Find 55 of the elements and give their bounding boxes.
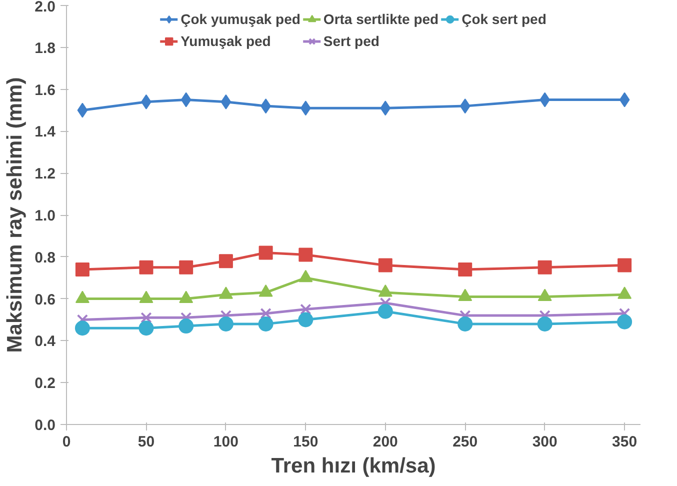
x-tick-label: 0: [62, 434, 71, 450]
point: [458, 316, 473, 332]
point: [618, 258, 632, 272]
point: [180, 92, 192, 108]
point: [220, 94, 232, 110]
point: [619, 92, 630, 108]
point: [140, 312, 152, 324]
x-tick-label: 250: [452, 434, 478, 450]
y-tick-label: 0.2: [34, 375, 56, 392]
x-tick-label: 200: [372, 434, 398, 450]
y-tick-label: 1.8: [34, 40, 56, 57]
x-tick-label: 300: [532, 434, 558, 450]
point: [378, 258, 392, 272]
point: [258, 246, 273, 260]
legend-label: Sert ped: [323, 33, 380, 49]
legend-label: Orta sertlikte ped: [323, 11, 439, 27]
point: [139, 260, 154, 274]
point: [538, 260, 552, 274]
y-axis-title: Maksimum ray sehimi (mm): [4, 77, 27, 353]
x-tick-label: 50: [138, 434, 155, 450]
point: [380, 100, 391, 116]
point: [378, 304, 393, 319]
point: [260, 308, 272, 320]
y-tick-label: 1.0: [34, 208, 56, 224]
legend-label: Çok sert ped: [462, 11, 546, 27]
x-axis-title: Tren hızı (km/sa): [271, 454, 436, 478]
point: [218, 316, 234, 332]
y-tick-label: 2.0: [34, 0, 56, 16]
point: [77, 102, 88, 118]
x-tick-label: 350: [612, 434, 638, 450]
point: [298, 248, 313, 262]
y-tick-label: 1.6: [34, 82, 56, 99]
x-tick-label: 150: [293, 434, 318, 450]
y-tick-label: 0.6: [34, 291, 56, 308]
x-tick-label: 100: [213, 434, 238, 450]
point: [258, 316, 274, 332]
point: [298, 312, 314, 328]
point: [300, 304, 312, 315]
point: [179, 260, 194, 274]
point: [178, 318, 194, 334]
legend-label: Çok yumuşak ped: [180, 11, 300, 27]
y-tick-label: 0.8: [34, 249, 56, 266]
y-tick-label: 0.0: [34, 417, 56, 434]
point: [617, 314, 632, 330]
y-tick-label: 1.4: [34, 124, 56, 141]
point: [218, 254, 233, 268]
point: [138, 320, 154, 336]
y-tick-label: 0.4: [34, 333, 56, 350]
legend-label: Yumuşak ped: [180, 33, 271, 49]
point: [75, 262, 90, 276]
point: [537, 316, 552, 332]
point: [74, 320, 90, 336]
point: [460, 98, 470, 114]
point: [458, 262, 472, 276]
y-tick-label: 1.2: [34, 166, 56, 183]
